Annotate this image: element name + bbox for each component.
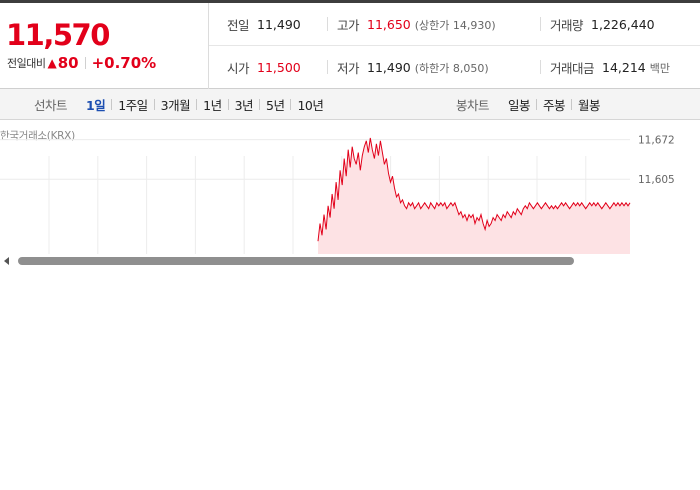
chart-area-fill <box>318 137 630 255</box>
toolbar-divider <box>196 98 198 110</box>
top-border <box>0 0 700 3</box>
chart-toolbar: 선차트 1일 1주일 3개월 1년 3년 5년 10년 봉차트 일봉 주봉 월봉 <box>0 89 700 120</box>
stat-value: 1,226,440 <box>591 17 655 32</box>
change-amount: 80 <box>57 54 79 72</box>
toolbar-divider <box>111 98 113 110</box>
candle-monthly[interactable]: 월봉 <box>578 97 601 113</box>
period-3y[interactable]: 3년 <box>234 97 254 113</box>
stat-label: 시가 <box>227 61 250 76</box>
up-arrow-icon: ▲ <box>47 56 57 70</box>
stat-sub: (하한가 8,050) <box>414 61 489 75</box>
chart-y-tick-label: 11,672 <box>638 135 675 147</box>
period-1y[interactable]: 1년 <box>203 97 222 113</box>
price-chart-area: 11,672 11,605 <box>0 121 700 255</box>
line-chart-label: 선차트 <box>34 97 68 113</box>
candle-chart-periods: 봉차트 일봉 주봉 월봉 <box>456 89 606 119</box>
stat-value: 11,490 <box>367 60 411 75</box>
stat-value: 11,500 <box>257 60 301 75</box>
period-1w[interactable]: 1주일 <box>118 97 148 113</box>
price-change: 전일대비 ▲ 80 +0.70% <box>7 54 156 72</box>
change-percent: +0.70% <box>91 54 157 72</box>
stat-sub: 백만 <box>649 61 671 75</box>
candle-chart-label: 봉차트 <box>456 97 490 113</box>
horizontal-scrollbar[interactable] <box>0 254 700 268</box>
stats-divider <box>540 17 541 31</box>
period-5y[interactable]: 5년 <box>266 97 285 113</box>
change-divider <box>84 57 86 69</box>
stats-row: 전일 11,490 고가 11,650 (상한가 14,930) 거래량 1,2… <box>209 3 700 46</box>
stat-prev-close: 전일 11,490 <box>227 3 301 46</box>
exchange-label: 한국거래소(KRX) <box>0 130 75 142</box>
period-3m[interactable]: 3개월 <box>160 97 191 113</box>
stat-value: 11,490 <box>257 17 301 32</box>
stat-label: 저가 <box>337 61 360 76</box>
stat-open: 시가 11,500 <box>227 46 301 89</box>
quote-panel: 11,570 전일대비 ▲ 80 +0.70% 전일 11,490 고가 11,… <box>0 3 700 89</box>
candle-daily[interactable]: 일봉 <box>508 97 531 113</box>
chart-price-line <box>317 137 631 242</box>
period-1d[interactable]: 1일 <box>86 97 106 113</box>
chart-y-tick-label: 11,605 <box>638 174 675 186</box>
current-price: 11,570 <box>6 18 110 52</box>
stats-divider <box>327 60 328 74</box>
toolbar-divider <box>290 98 292 110</box>
stats-row: 시가 11,500 저가 11,490 (하한가 8,050) 거래대금 14,… <box>209 46 700 89</box>
current-price-box: 11,570 전일대비 ▲ 80 +0.70% <box>0 3 209 89</box>
stat-label: 전일 <box>227 18 250 33</box>
stat-label: 고가 <box>337 18 360 33</box>
stat-high: 고가 11,650 (상한가 14,930) <box>337 3 496 46</box>
stat-value: 14,214 <box>602 60 646 75</box>
stat-low: 저가 11,490 (하한가 8,050) <box>337 46 489 89</box>
stats-table: 전일 11,490 고가 11,650 (상한가 14,930) 거래량 1,2… <box>209 3 700 89</box>
stat-trading-value: 거래대금 14,214 백만 <box>550 46 670 89</box>
stat-volume: 거래량 1,226,440 <box>550 3 655 46</box>
stat-value: 11,650 <box>367 17 411 32</box>
toolbar-divider <box>227 98 229 110</box>
toolbar-divider <box>259 98 261 110</box>
toolbar-divider <box>536 98 538 110</box>
candle-weekly[interactable]: 주봉 <box>543 97 566 113</box>
price-chart: 11,672 11,605 <box>0 135 675 255</box>
scroll-thumb[interactable] <box>18 257 574 265</box>
stat-label: 거래량 <box>550 18 584 33</box>
period-10y[interactable]: 10년 <box>297 97 324 113</box>
change-label: 전일대비 <box>7 57 46 70</box>
toolbar-divider <box>153 98 155 110</box>
toolbar-divider <box>571 98 573 110</box>
stats-divider <box>327 17 328 31</box>
line-chart-periods: 선차트 1일 1주일 3개월 1년 3년 5년 10년 <box>34 89 329 119</box>
stat-label: 거래대금 <box>550 61 595 76</box>
stats-divider <box>540 60 541 74</box>
stat-sub: (상한가 14,930) <box>414 18 496 32</box>
scroll-left-icon[interactable] <box>4 257 9 265</box>
